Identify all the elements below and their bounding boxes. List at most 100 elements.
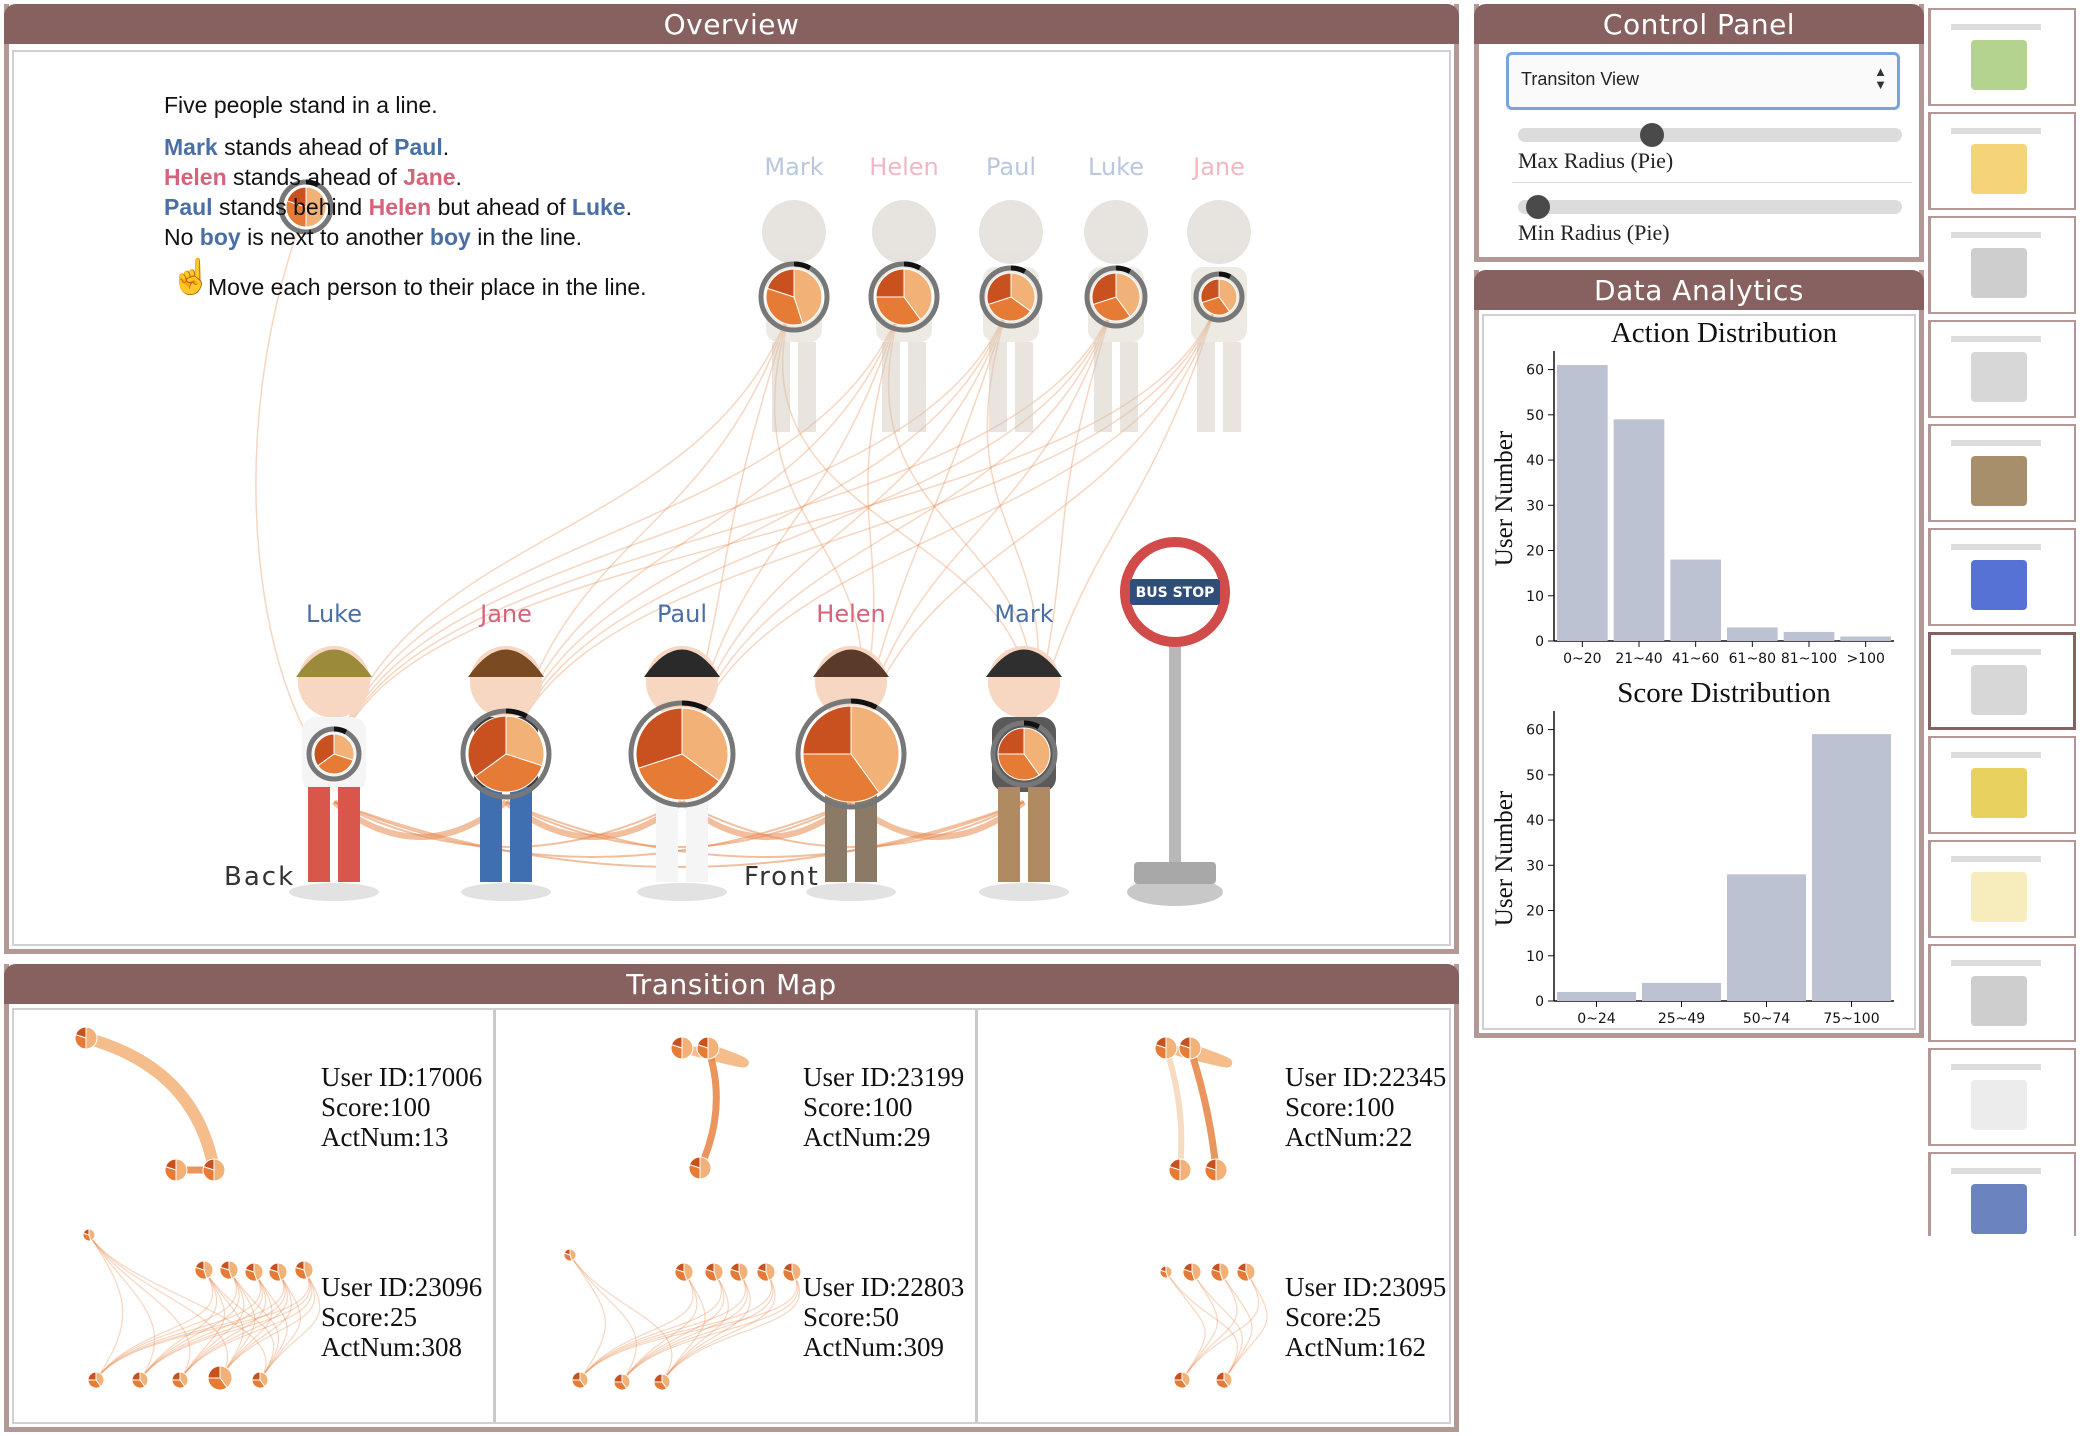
- transition-graph-6[interactable]: [1159, 1262, 1268, 1389]
- transition-node[interactable]: [563, 1248, 577, 1262]
- transition-graph-4[interactable]: [82, 1228, 321, 1391]
- transition-node[interactable]: [756, 1262, 776, 1282]
- transition-node[interactable]: [1154, 1036, 1178, 1060]
- bar->100[interactable]: [1840, 636, 1891, 641]
- question-thumbnail-12[interactable]: [1928, 1152, 2076, 1250]
- bar-0~20[interactable]: [1557, 365, 1608, 641]
- question-pie[interactable]: [278, 179, 334, 235]
- figure-name-label: Mark: [994, 600, 1053, 628]
- ghost-pie-jane[interactable]: [1193, 271, 1245, 323]
- transition-node[interactable]: [729, 1262, 749, 1282]
- transition-node[interactable]: [571, 1371, 589, 1389]
- question-thumbnail-4[interactable]: [1928, 320, 2076, 418]
- pie-jane[interactable]: [460, 708, 552, 800]
- transition-node[interactable]: [219, 1260, 239, 1280]
- transition-map-svg[interactable]: [14, 1010, 1451, 1424]
- ghost-name-label: Jane: [1191, 153, 1245, 181]
- transition-node[interactable]: [1215, 1371, 1233, 1389]
- pie-paul[interactable]: [628, 700, 736, 808]
- bar-75~100[interactable]: [1812, 734, 1891, 1001]
- max-radius-slider[interactable]: [1518, 123, 1902, 147]
- thumbnail-graphic: [1971, 768, 2027, 818]
- transition-node[interactable]: [207, 1365, 233, 1391]
- transition-node[interactable]: [1173, 1371, 1191, 1389]
- transition-node[interactable]: [670, 1036, 694, 1060]
- transition-node[interactable]: [131, 1371, 149, 1389]
- ghost-pie-mark[interactable]: [758, 261, 830, 333]
- y-tick-label: 50: [1526, 408, 1544, 424]
- question-thumbnail-10[interactable]: [1928, 944, 2076, 1042]
- transition-node[interactable]: [1204, 1158, 1228, 1182]
- transition-node[interactable]: [704, 1262, 724, 1282]
- bar-0~24[interactable]: [1557, 991, 1636, 1001]
- transition-node[interactable]: [782, 1262, 802, 1282]
- y-tick-label: 60: [1526, 723, 1544, 739]
- pie-luke[interactable]: [306, 726, 362, 782]
- thumbnail-graphic: [1971, 144, 2027, 194]
- transition-node[interactable]: [1236, 1262, 1256, 1282]
- transition-node[interactable]: [164, 1158, 188, 1182]
- transition-node[interactable]: [171, 1371, 189, 1389]
- min-radius-slider-handle[interactable]: [1525, 195, 1550, 219]
- transition-node[interactable]: [202, 1158, 226, 1182]
- ghost-figure-jane[interactable]: [1187, 200, 1251, 432]
- ghost-pie-luke[interactable]: [1084, 265, 1148, 329]
- question-thumbnail-1[interactable]: [1928, 8, 2076, 106]
- transition-node[interactable]: [674, 1262, 694, 1282]
- y-tick-label: 40: [1526, 453, 1544, 469]
- ghost-pie-helen[interactable]: [868, 261, 940, 333]
- transition-node[interactable]: [74, 1026, 98, 1050]
- bar-81~100[interactable]: [1783, 631, 1835, 641]
- pie-mark[interactable]: [990, 720, 1058, 788]
- min-radius-slider[interactable]: [1518, 195, 1902, 219]
- question-thumbnail-3[interactable]: [1928, 216, 2076, 314]
- transition-node[interactable]: [1182, 1262, 1202, 1282]
- transition-node[interactable]: [251, 1371, 269, 1389]
- thumbnail-preview: [1951, 440, 2041, 446]
- data-analytics-title: Data Analytics: [1474, 270, 1924, 310]
- ghost-pie-paul[interactable]: [979, 265, 1043, 329]
- transition-node[interactable]: [268, 1262, 288, 1282]
- overview-canvas[interactable]: BUS STOP Mark Helen Paul Luke Jane Luke Jane Pa…: [12, 50, 1451, 946]
- transition-node[interactable]: [696, 1036, 720, 1060]
- x-tick-label: 25~49: [1658, 1011, 1705, 1026]
- bar-61~80[interactable]: [1727, 627, 1778, 641]
- overview-svg[interactable]: BUS STOP Mark Helen Paul Luke Jane Luke Jane Pa…: [14, 52, 1451, 946]
- question-thumbnail-7[interactable]: [1928, 632, 2076, 730]
- question-thumbnail-9[interactable]: [1928, 840, 2076, 938]
- user-info-5: User ID:22803 Score:50 ActNum:309: [803, 1272, 964, 1362]
- transition-graph-5[interactable]: [563, 1248, 802, 1391]
- bar-41~60[interactable]: [1670, 559, 1721, 641]
- question-thumbnail-2[interactable]: [1928, 112, 2076, 210]
- transition-node[interactable]: [613, 1373, 631, 1391]
- transition-node[interactable]: [1159, 1265, 1173, 1279]
- thumbnail-preview: [1951, 128, 2041, 134]
- transition-node[interactable]: [1210, 1262, 1230, 1282]
- view-select[interactable]: Transiton View ▲ ▼: [1506, 52, 1900, 110]
- transition-node[interactable]: [653, 1373, 671, 1391]
- question-thumbnail-6[interactable]: [1928, 528, 2076, 626]
- transition-node[interactable]: [1168, 1158, 1192, 1182]
- question-thumbnail-5[interactable]: [1928, 424, 2076, 522]
- bar-25~49[interactable]: [1642, 982, 1721, 1001]
- question-thumbnail-8[interactable]: [1928, 736, 2076, 834]
- transition-node[interactable]: [87, 1371, 105, 1389]
- transition-node[interactable]: [294, 1260, 314, 1280]
- transition-link: [333, 296, 905, 763]
- question-thumbnail-11[interactable]: [1928, 1048, 2076, 1146]
- front-label: Front: [744, 862, 820, 892]
- transition-node[interactable]: [194, 1260, 214, 1280]
- max-radius-slider-handle[interactable]: [1640, 123, 1665, 147]
- ghost-name-label: Helen: [869, 153, 938, 181]
- transition-node[interactable]: [1178, 1036, 1202, 1060]
- bar-21~40[interactable]: [1613, 419, 1665, 641]
- transition-graph-2[interactable]: [670, 1036, 749, 1180]
- transition-node[interactable]: [82, 1228, 96, 1242]
- pie-helen[interactable]: [795, 698, 907, 810]
- bar-50~74[interactable]: [1727, 874, 1806, 1001]
- transition-graph-1[interactable]: [74, 1026, 226, 1182]
- transition-node[interactable]: [244, 1262, 264, 1282]
- transition-graph-3[interactable]: [1154, 1036, 1233, 1182]
- transition-node[interactable]: [688, 1156, 712, 1180]
- figure-name-label: Helen: [816, 600, 885, 628]
